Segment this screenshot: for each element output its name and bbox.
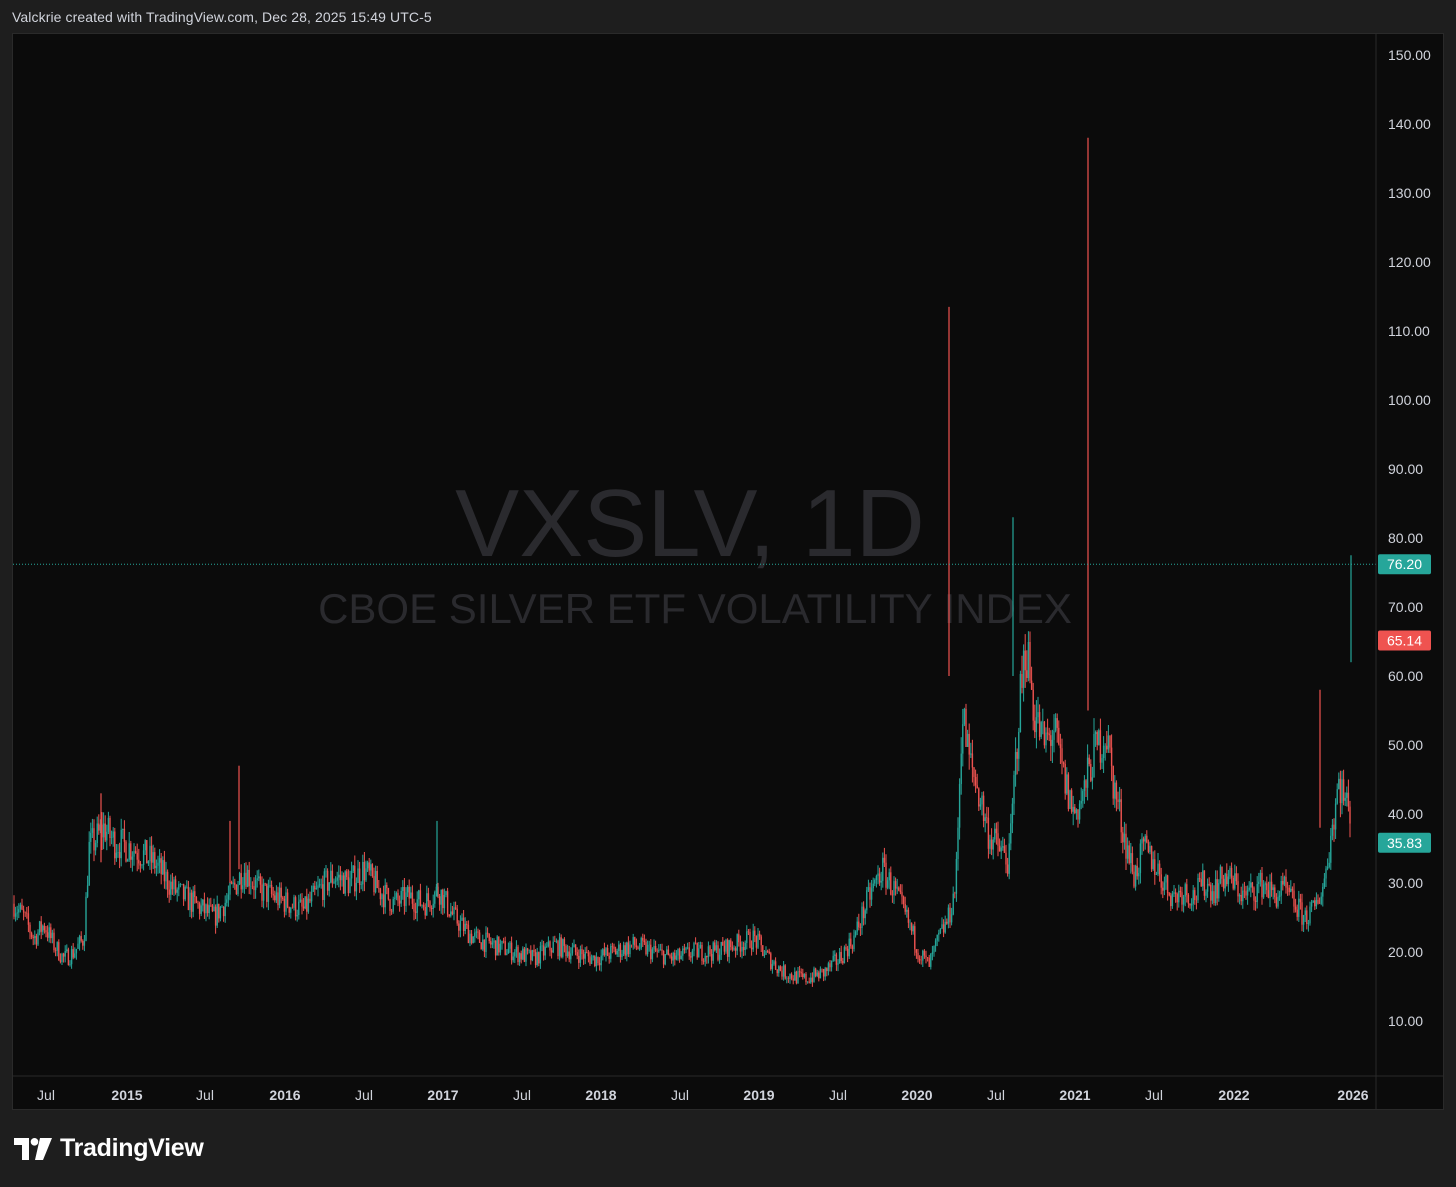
x-tick-label: 2017 xyxy=(427,1087,458,1103)
x-tick-label: 2021 xyxy=(1059,1087,1090,1103)
price-axis[interactable]: 150.00 140.00 130.00 120.00 110.00 100.00 90.0… xyxy=(1388,47,1431,1029)
x-tick-label: Jul xyxy=(829,1087,847,1103)
y-tick-label: 110.00 xyxy=(1388,323,1430,339)
price-labels: 76.20 65.14 35.83 xyxy=(1378,554,1431,853)
tradingview-wordmark: TradingView xyxy=(60,1134,204,1162)
y-tick-label: 10.00 xyxy=(1388,1013,1423,1029)
y-tick-label: 20.00 xyxy=(1388,944,1423,960)
price-label-text: 65.14 xyxy=(1387,633,1422,649)
price-label-badge xyxy=(1378,630,1431,651)
price-label-text: 76.20 xyxy=(1387,556,1422,572)
y-tick-label: 50.00 xyxy=(1388,737,1423,753)
y-tick-label: 150.00 xyxy=(1388,47,1431,63)
y-tick-label: 30.00 xyxy=(1388,875,1423,891)
x-tick-label: 2026 xyxy=(1337,1087,1368,1103)
x-tick-label: 2015 xyxy=(111,1087,142,1103)
x-tick-label: Jul xyxy=(513,1087,531,1103)
y-tick-label: 120.00 xyxy=(1388,254,1431,270)
price-label-badge xyxy=(1378,832,1431,853)
x-tick-label: 2019 xyxy=(743,1087,774,1103)
y-tick-label: 80.00 xyxy=(1388,530,1423,546)
x-tick-label: Jul xyxy=(37,1087,55,1103)
y-tick-label: 130.00 xyxy=(1388,185,1431,201)
x-tick-label: Jul xyxy=(671,1087,689,1103)
y-tick-label: 100.00 xyxy=(1388,392,1431,408)
y-tick-label: 90.00 xyxy=(1388,461,1423,477)
tradingview-logo-icon xyxy=(14,1137,52,1160)
x-tick-label: Jul xyxy=(355,1087,373,1103)
x-tick-label: 2020 xyxy=(901,1087,932,1103)
watermark-symbol: VXSLV, 1D xyxy=(455,470,925,577)
price-label-text: 35.83 xyxy=(1387,835,1422,851)
x-tick-label: 2016 xyxy=(269,1087,300,1103)
watermark-description: CBOE SILVER ETF VOLATILITY INDEX xyxy=(318,585,1072,632)
x-tick-label: Jul xyxy=(987,1087,1005,1103)
y-tick-label: 70.00 xyxy=(1388,599,1423,615)
chart-caption: Valckrie created with TradingView.com, D… xyxy=(12,9,432,25)
time-axis[interactable]: Jul 2015 Jul 2016 Jul 2017 Jul 2018 Jul 2019 Jul 20… xyxy=(37,1087,1369,1103)
chart-frame[interactable] xyxy=(12,33,1444,1110)
y-tick-label: 140.00 xyxy=(1388,116,1431,132)
x-tick-label: 2022 xyxy=(1218,1087,1249,1103)
x-tick-label: Jul xyxy=(1145,1087,1163,1103)
tradingview-logo: TradingView xyxy=(14,1134,204,1163)
y-tick-label: 40.00 xyxy=(1388,806,1423,822)
y-tick-label: 60.00 xyxy=(1388,668,1423,684)
candles-layer xyxy=(13,137,1352,987)
price-label-badge xyxy=(1378,554,1431,575)
x-tick-label: Jul xyxy=(196,1087,214,1103)
x-tick-label: 2018 xyxy=(585,1087,616,1103)
